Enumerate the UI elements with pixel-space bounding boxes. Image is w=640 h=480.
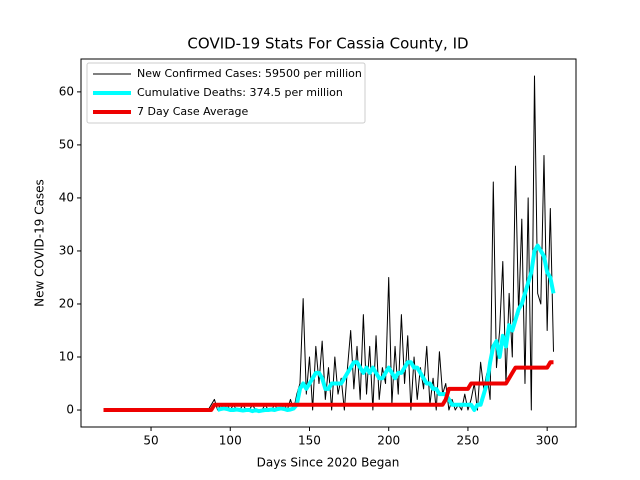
x-tick-label: 50	[143, 434, 158, 448]
y-tick-label: 50	[59, 137, 74, 151]
legend-label: 7 Day Case Average	[137, 105, 249, 118]
x-tick-label: 200	[377, 434, 400, 448]
x-axis-label: Days Since 2020 Began	[257, 456, 400, 470]
legend-label: Cumulative Deaths: 374.5 per million	[137, 86, 343, 99]
x-tick-label: 250	[456, 434, 479, 448]
y-tick-label: 40	[59, 190, 74, 204]
plot-frame	[80, 58, 577, 428]
series-line	[216, 243, 556, 414]
y-tick-label: 30	[59, 243, 74, 257]
y-tick-label: 0	[66, 403, 74, 417]
y-tick-label: 20	[59, 296, 74, 310]
y-tick-label: 60	[59, 84, 74, 98]
x-tick-label: 300	[536, 434, 559, 448]
x-tick-label: 150	[298, 434, 321, 448]
x-tick-label: 100	[219, 434, 242, 448]
series-line	[103, 360, 554, 413]
series-line	[103, 75, 554, 411]
legend-label: New Confirmed Cases: 59500 per million	[137, 67, 362, 80]
y-axis-label: New COVID-19 Cases	[33, 179, 47, 307]
y-tick-label: 10	[59, 350, 74, 364]
chart-title: COVID-19 Stats For Cassia County, ID	[187, 35, 468, 53]
legend-box	[86, 62, 366, 124]
